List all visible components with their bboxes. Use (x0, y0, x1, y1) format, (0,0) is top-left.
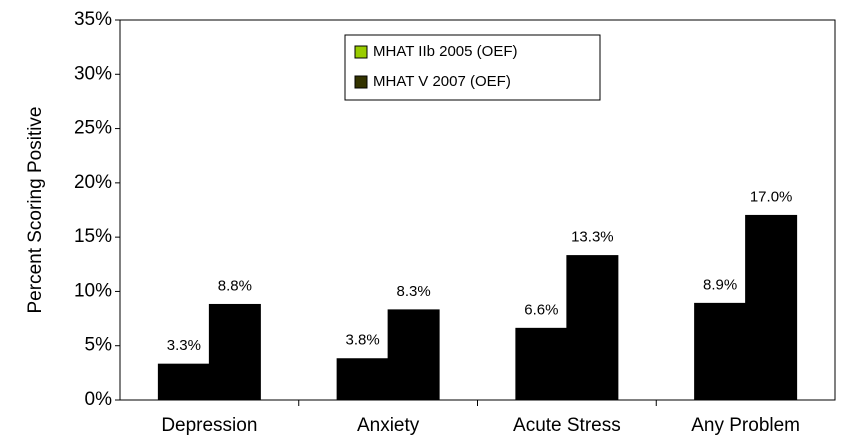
x-tick-label: Acute Stress (513, 415, 621, 436)
bar (157, 363, 210, 401)
data-label: 17.0% (750, 188, 793, 205)
legend-swatch (354, 75, 368, 89)
y-tick-label: 5% (85, 335, 113, 356)
data-label: 6.6% (524, 301, 558, 318)
x-tick-label: Any Problem (691, 415, 800, 436)
data-label: 8.8% (218, 277, 252, 294)
legend-swatch (354, 45, 368, 59)
bar (515, 327, 568, 401)
data-label: 3.3% (167, 337, 201, 354)
bar (694, 302, 747, 401)
bar (566, 255, 619, 401)
y-tick-label: 0% (85, 389, 113, 410)
y-tick-label: 35% (74, 9, 112, 30)
bar (745, 214, 798, 401)
legend-label: MHAT V 2007 (OEF) (373, 73, 511, 90)
y-tick-label: 30% (74, 63, 112, 84)
y-tick-label: 20% (74, 172, 112, 193)
y-axis-label: Percent Scoring Positive (25, 107, 46, 314)
data-label: 8.9% (703, 276, 737, 293)
bar (387, 309, 440, 401)
y-tick-label: 15% (74, 226, 112, 247)
y-tick-label: 10% (74, 280, 112, 301)
legend-label: MHAT IIb 2005 (OEF) (373, 43, 518, 60)
bar (336, 358, 389, 401)
x-tick-label: Depression (161, 415, 257, 436)
x-tick-label: Anxiety (357, 415, 420, 436)
y-tick-label: 25% (74, 118, 112, 139)
data-label: 8.3% (397, 283, 431, 300)
bar (208, 303, 261, 401)
legend-box (344, 34, 601, 101)
data-label: 13.3% (571, 229, 614, 246)
data-label: 3.8% (346, 332, 380, 349)
